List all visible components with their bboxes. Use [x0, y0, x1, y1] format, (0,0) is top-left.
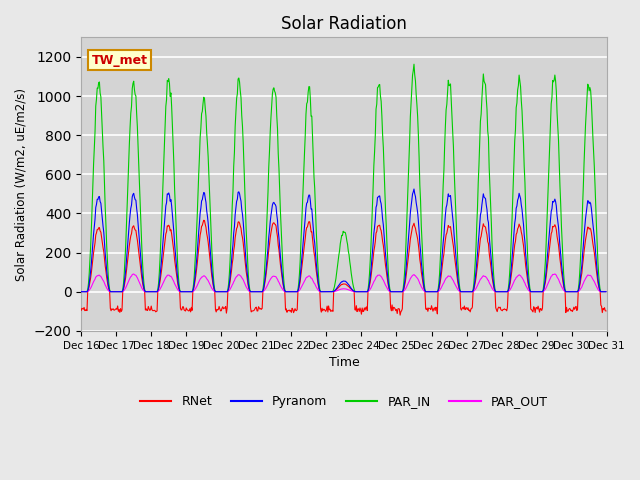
Text: TW_met: TW_met — [92, 54, 148, 67]
Title: Solar Radiation: Solar Radiation — [281, 15, 407, 33]
X-axis label: Time: Time — [328, 356, 359, 369]
Y-axis label: Solar Radiation (W/m2, uE/m2/s): Solar Radiation (W/m2, uE/m2/s) — [15, 87, 28, 281]
Legend: RNet, Pyranom, PAR_IN, PAR_OUT: RNet, Pyranom, PAR_IN, PAR_OUT — [135, 390, 553, 413]
